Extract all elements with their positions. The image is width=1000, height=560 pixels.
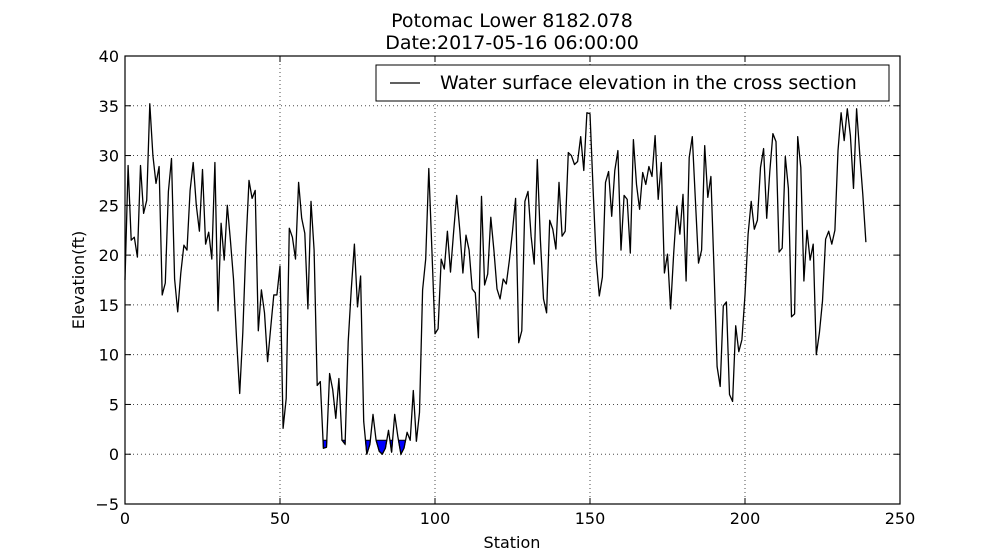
legend: Water surface elevation in the cross sec… — [375, 64, 890, 102]
chart-title: Potomac Lower 8182.078 — [391, 10, 633, 32]
x-axis-label: Station — [484, 533, 541, 552]
x-axis: 0 50 100 150 200 250 — [120, 56, 915, 528]
y-tick-label: 15 — [99, 296, 119, 315]
series-line — [124, 103, 867, 455]
y-tick-label: 0 — [109, 445, 119, 464]
x-tick-label: 100 — [420, 509, 451, 528]
x-tick-label: 0 — [120, 509, 130, 528]
x-tick-label: 150 — [575, 509, 606, 528]
y-tick-label: 30 — [99, 147, 119, 166]
y-tick-label: 25 — [99, 196, 119, 215]
x-tick-label: 250 — [885, 509, 916, 528]
x-tick-label: 200 — [730, 509, 761, 528]
legend-box — [375, 64, 890, 102]
y-tick-label: 20 — [99, 246, 119, 265]
y-axis: −5 0 5 10 15 20 25 30 35 40 — [95, 47, 900, 514]
y-axis-label: Elevation(ft) — [69, 231, 88, 329]
y-tick-label: 5 — [109, 395, 119, 414]
legend-entry: Water surface elevation in the cross sec… — [440, 72, 857, 94]
x-tick-label: 50 — [270, 509, 290, 528]
y-tick-label: 35 — [99, 97, 119, 116]
y-tick-label: 40 — [99, 47, 119, 66]
plot-frame — [124, 55, 901, 505]
grid — [125, 56, 900, 504]
chart-subtitle: Date:2017-05-16 06:00:00 — [385, 32, 639, 54]
y-tick-label: 10 — [99, 346, 119, 365]
y-tick-label: −5 — [95, 495, 119, 514]
